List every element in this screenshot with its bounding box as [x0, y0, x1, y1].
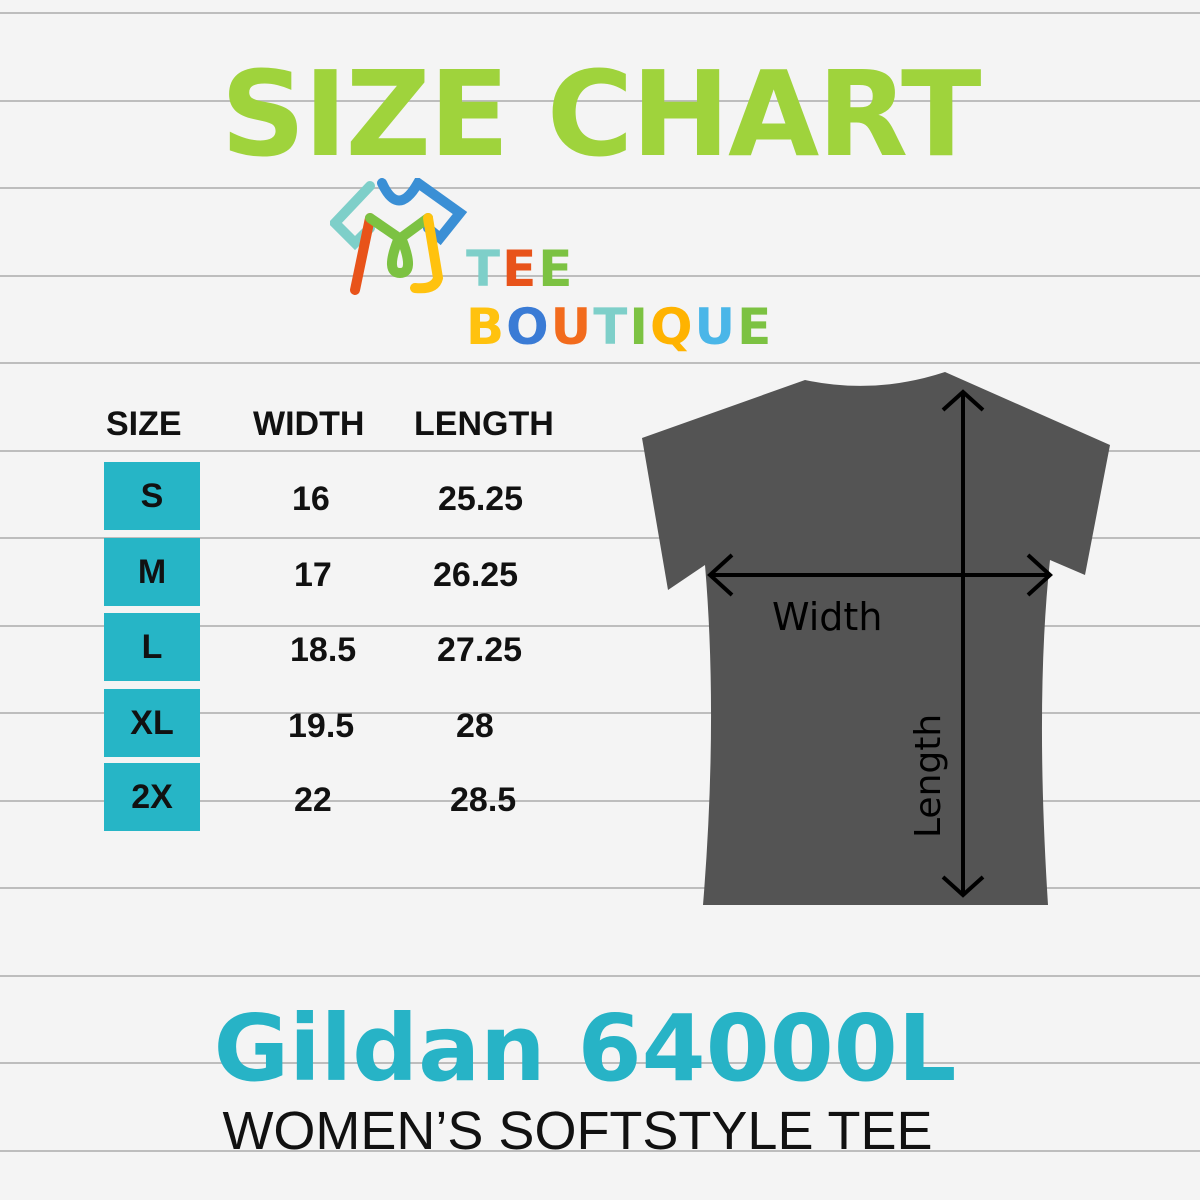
width-label: Width: [772, 595, 882, 639]
shirt-logo-icon: [328, 175, 468, 295]
logo-text: TEE BOUTIQUE: [466, 240, 890, 356]
product-brand: Gildan 64000L: [213, 995, 957, 1102]
product-subtitle: WOMEN’S SOFTSTYLE TEE: [222, 1101, 933, 1161]
header-width: WIDTH: [253, 405, 365, 443]
wood-plank-line: [0, 1062, 1200, 1064]
length-value: 28.5: [450, 781, 517, 819]
logo-letter: U: [550, 298, 594, 356]
logo-letter: T: [593, 298, 630, 356]
size-badge: 2X: [104, 763, 200, 831]
wood-plank-line: [0, 712, 1200, 714]
width-value: 16: [292, 480, 330, 518]
wood-plank-line: [0, 274, 1200, 277]
logo-letter: E: [737, 298, 774, 356]
logo-letter: B: [466, 298, 507, 356]
wood-plank-line: [0, 624, 1200, 627]
width-value: 18.5: [290, 631, 357, 669]
wood-plank-line: [0, 12, 1200, 14]
size-badge: L: [104, 613, 200, 681]
logo-letter: E: [502, 240, 539, 298]
measure-arrows: [707, 389, 1053, 898]
logo-letter: T: [466, 240, 503, 298]
width-value: 17: [294, 556, 332, 594]
length-value: 28: [456, 707, 494, 745]
logo-letter: I: [629, 298, 650, 356]
logo-letter: E: [538, 240, 575, 298]
tee-boutique-logo: TEE BOUTIQUE: [328, 175, 890, 356]
width-value: 19.5: [288, 707, 355, 745]
shirt-shape: [642, 372, 1110, 905]
wood-plank-line: [0, 799, 1200, 802]
page-title: SIZE CHART: [220, 45, 982, 183]
logo-letter: Q: [649, 298, 695, 356]
wood-plank-line: [0, 99, 1200, 102]
header-size: SIZE: [106, 405, 182, 443]
length-label: Length: [908, 714, 949, 838]
wood-plank-line: [0, 449, 1200, 452]
wood-plank-line: [0, 974, 1200, 977]
logo-letter: U: [694, 298, 738, 356]
size-badge: XL: [104, 689, 200, 757]
logo-letter: O: [506, 298, 551, 356]
wood-plank-line: [0, 187, 1200, 189]
wood-plank-line: [0, 887, 1200, 889]
wood-plank-line: [0, 537, 1200, 539]
size-badge: M: [104, 538, 200, 606]
wood-plank-line: [0, 362, 1200, 364]
width-value: 22: [294, 781, 332, 819]
length-value: 26.25: [433, 556, 519, 594]
size-badge: S: [104, 462, 200, 530]
length-value: 27.25: [437, 631, 523, 669]
length-value: 25.25: [438, 480, 524, 518]
wood-plank-line: [0, 1149, 1200, 1152]
header-length: LENGTH: [414, 405, 554, 443]
